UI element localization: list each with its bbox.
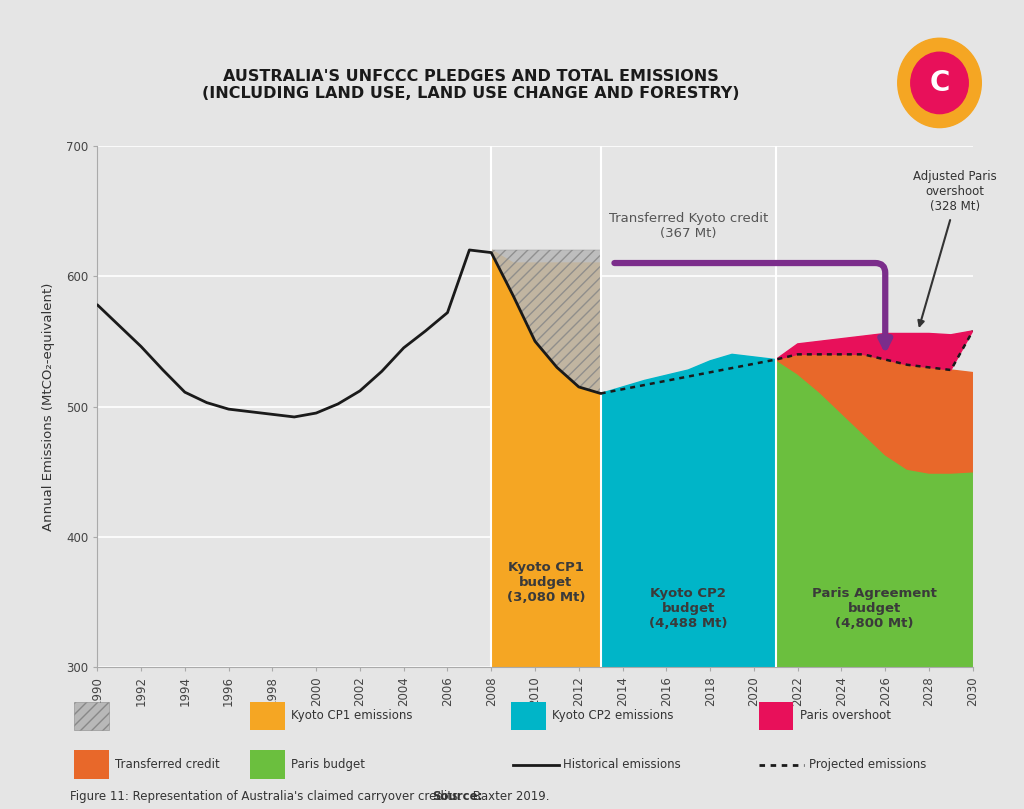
Text: Historical emissions: Historical emissions bbox=[563, 758, 681, 771]
Text: Kyoto CP1
budget
(3,080 Mt): Kyoto CP1 budget (3,080 Mt) bbox=[507, 561, 586, 604]
Text: Baxter 2019.: Baxter 2019. bbox=[469, 790, 550, 803]
Text: C: C bbox=[930, 69, 949, 97]
Polygon shape bbox=[492, 250, 601, 667]
Circle shape bbox=[910, 53, 969, 113]
Bar bbox=[759, 702, 794, 730]
Polygon shape bbox=[601, 354, 776, 667]
Text: Transferred credit: Transferred credit bbox=[115, 758, 220, 771]
Text: Figure 11: Representation of Australia's claimed carryover credits.: Figure 11: Representation of Australia's… bbox=[70, 790, 465, 803]
Text: Transferred Kyoto credit
(367 Mt): Transferred Kyoto credit (367 Mt) bbox=[608, 213, 768, 240]
Polygon shape bbox=[776, 331, 973, 370]
Polygon shape bbox=[776, 359, 973, 667]
Text: Source:: Source: bbox=[432, 790, 482, 803]
Text: AUSTRALIA'S UNFCCC PLEDGES AND TOTAL EMISSIONS
(INCLUDING LAND USE, LAND USE CHA: AUSTRALIA'S UNFCCC PLEDGES AND TOTAL EMI… bbox=[203, 69, 739, 101]
Text: Kyoto CP2
budget
(4,488 Mt): Kyoto CP2 budget (4,488 Mt) bbox=[649, 587, 727, 630]
Polygon shape bbox=[492, 250, 601, 393]
Bar bbox=[250, 702, 285, 730]
Text: Paris budget: Paris budget bbox=[291, 758, 366, 771]
Y-axis label: Annual Emissions (MtCO₂-equivalent): Annual Emissions (MtCO₂-equivalent) bbox=[42, 282, 55, 531]
Text: Projected emissions: Projected emissions bbox=[809, 758, 927, 771]
Bar bbox=[74, 702, 109, 730]
Polygon shape bbox=[776, 354, 973, 473]
Text: Adjusted Paris
overshoot
(328 Mt): Adjusted Paris overshoot (328 Mt) bbox=[913, 171, 997, 214]
Bar bbox=[511, 702, 546, 730]
Text: Kyoto CP2 emissions: Kyoto CP2 emissions bbox=[552, 709, 674, 722]
Bar bbox=[74, 751, 109, 778]
Bar bbox=[250, 751, 285, 778]
Text: Kyoto CP1 emissions: Kyoto CP1 emissions bbox=[291, 709, 413, 722]
Text: Paris overshoot: Paris overshoot bbox=[800, 709, 891, 722]
Text: Paris Agreement
budget
(4,800 Mt): Paris Agreement budget (4,800 Mt) bbox=[812, 587, 937, 630]
Circle shape bbox=[898, 38, 981, 128]
